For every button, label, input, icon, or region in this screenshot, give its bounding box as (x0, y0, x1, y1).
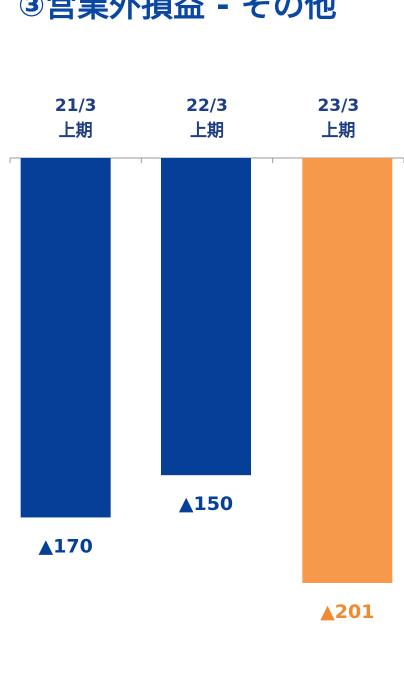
bar (302, 158, 393, 583)
category-label: 上期 (59, 121, 93, 141)
bar (20, 158, 111, 518)
value-label: ▲150 (179, 493, 233, 515)
value-label: ▲201 (320, 601, 374, 623)
category-labels: 21/3 上期 22/3 上期 23/3 上期 (55, 96, 359, 141)
value-label: ▲170 (39, 535, 93, 557)
category-label: 23/3 (317, 96, 359, 116)
category-label: 上期 (190, 121, 224, 141)
bar (161, 158, 251, 476)
chart-title: ③営業外損益 ‐ その他 (18, 0, 337, 24)
category-label: 上期 (321, 121, 355, 141)
value-labels: ▲170 ▲150 ▲201 (39, 493, 375, 623)
bars (20, 158, 393, 583)
category-label: 21/3 (55, 96, 97, 116)
category-label: 22/3 (186, 96, 228, 116)
